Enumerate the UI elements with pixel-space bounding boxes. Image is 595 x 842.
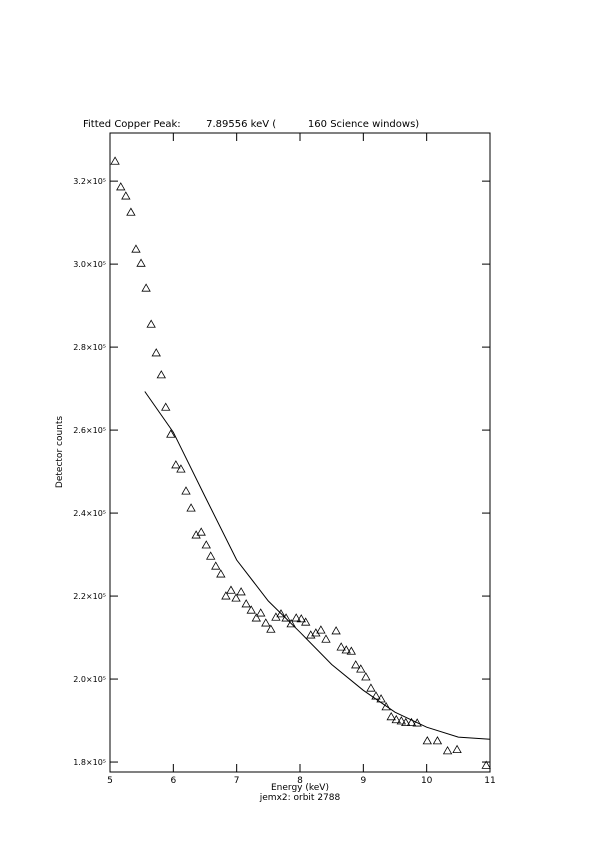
x-axis-label: Energy (keV) bbox=[271, 783, 329, 793]
y-tick-label: 2.0×10⁵ bbox=[73, 675, 106, 684]
data-point bbox=[186, 503, 196, 512]
data-point bbox=[246, 605, 256, 614]
data-point bbox=[251, 613, 261, 622]
data-point bbox=[366, 683, 376, 692]
y-tick-label: 2.2×10⁵ bbox=[73, 592, 106, 601]
data-point bbox=[276, 609, 286, 618]
data-point bbox=[241, 599, 251, 608]
data-point bbox=[412, 718, 422, 727]
data-point bbox=[351, 660, 361, 669]
data-point bbox=[286, 619, 296, 628]
data-point bbox=[391, 714, 401, 724]
y-tick-label: 1.8×10⁵ bbox=[73, 758, 106, 767]
x-tick-label: 11 bbox=[484, 776, 495, 786]
data-point bbox=[261, 618, 271, 627]
data-point bbox=[191, 530, 201, 539]
data-point bbox=[171, 460, 181, 469]
data-point bbox=[432, 736, 443, 745]
data-point bbox=[196, 527, 206, 536]
data-point bbox=[206, 551, 216, 560]
x-tick-label: 9 bbox=[360, 776, 366, 786]
data-point bbox=[341, 645, 351, 654]
data-point bbox=[481, 760, 491, 769]
data-point bbox=[256, 608, 266, 617]
x-tick-label: 7 bbox=[234, 776, 240, 786]
data-point bbox=[176, 464, 186, 473]
data-point bbox=[266, 624, 276, 633]
data-point bbox=[291, 613, 301, 622]
data-point bbox=[386, 712, 396, 721]
data-point bbox=[136, 258, 146, 267]
fit-line bbox=[144, 391, 491, 740]
data-point bbox=[361, 672, 371, 681]
data-point bbox=[381, 702, 391, 711]
y-tick-label: 2.4×10⁵ bbox=[73, 509, 106, 518]
data-point bbox=[406, 717, 417, 727]
data-point bbox=[226, 585, 236, 594]
data-point bbox=[281, 613, 291, 622]
data-point bbox=[141, 283, 151, 292]
data-point bbox=[166, 429, 176, 438]
y-tick-label: 2.8×10⁵ bbox=[73, 343, 106, 352]
data-point bbox=[236, 587, 246, 596]
data-point bbox=[131, 244, 141, 253]
data-point bbox=[231, 593, 241, 602]
chart-title: Fitted Copper Peak: 7.89556 keV ( 160 Sc… bbox=[83, 119, 419, 130]
data-point bbox=[221, 591, 231, 600]
y-tick-label: 3.0×10⁵ bbox=[73, 260, 106, 269]
data-point bbox=[201, 540, 211, 549]
subtitle: jemx2: orbit 2788 bbox=[259, 793, 341, 803]
data-point bbox=[146, 319, 156, 328]
data-point bbox=[121, 191, 131, 200]
x-tick-label: 5 bbox=[107, 776, 113, 786]
data-point bbox=[331, 626, 341, 635]
data-point bbox=[161, 402, 171, 411]
data-point bbox=[156, 370, 166, 379]
y-axis-label: Detector counts bbox=[55, 416, 65, 488]
data-point bbox=[296, 614, 306, 623]
data-point bbox=[301, 617, 311, 626]
data-point bbox=[316, 625, 326, 634]
data-point bbox=[151, 348, 161, 357]
data-point bbox=[216, 569, 226, 578]
data-point bbox=[396, 716, 407, 725]
data-point bbox=[116, 182, 126, 191]
data-point bbox=[336, 642, 346, 651]
data-point bbox=[401, 717, 411, 727]
data-point bbox=[110, 156, 120, 165]
data-point bbox=[321, 634, 331, 643]
x-tick-label: 8 bbox=[297, 776, 303, 786]
x-tick-label: 6 bbox=[170, 776, 176, 786]
data-point bbox=[126, 207, 136, 216]
data-point bbox=[422, 736, 432, 745]
x-tick-label: 10 bbox=[421, 776, 433, 786]
data-point bbox=[356, 664, 366, 673]
y-tick-label: 3.2×10⁵ bbox=[73, 177, 106, 186]
data-point bbox=[211, 561, 221, 570]
data-point bbox=[311, 628, 321, 637]
data-point bbox=[442, 746, 453, 755]
data-point bbox=[452, 744, 462, 753]
y-tick-label: 2.6×10⁵ bbox=[73, 426, 106, 435]
data-point bbox=[181, 486, 191, 495]
data-point bbox=[346, 646, 356, 655]
